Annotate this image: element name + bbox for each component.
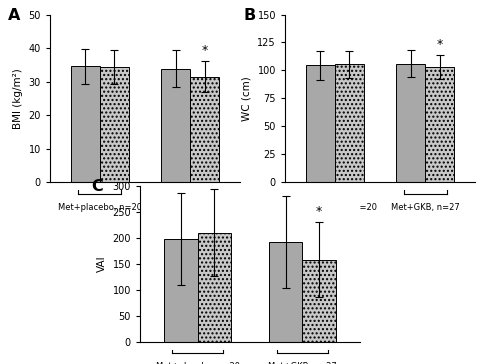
Bar (269, 242, 302, 342)
Text: Met+placebo, n=20: Met+placebo, n=20 (58, 203, 142, 212)
Text: C: C (92, 179, 104, 194)
Bar (302, 260, 336, 342)
Text: Met+GKB, n=27: Met+GKB, n=27 (391, 203, 460, 212)
Bar (164, 240, 198, 342)
Text: Met+placebo, n=20: Met+placebo, n=20 (156, 362, 240, 364)
Y-axis label: VAI: VAI (97, 256, 107, 272)
Bar (100, 67, 128, 182)
Text: B: B (243, 8, 256, 23)
Bar (162, 69, 190, 182)
Y-axis label: BMI (kg/m²): BMI (kg/m²) (13, 68, 23, 128)
Text: *: * (202, 44, 208, 57)
Y-axis label: WC (cm): WC (cm) (242, 76, 252, 120)
Bar (71, 67, 100, 182)
Text: *: * (436, 38, 443, 51)
Bar (396, 64, 425, 182)
Text: Met+GKB, n=27: Met+GKB, n=27 (156, 203, 224, 212)
Bar (198, 233, 231, 342)
Bar (425, 67, 454, 182)
Bar (306, 66, 335, 182)
Text: A: A (8, 8, 20, 23)
Text: Met+placebo, n=20: Met+placebo, n=20 (293, 203, 377, 212)
Bar (190, 76, 219, 182)
Text: *: * (316, 205, 322, 218)
Text: Met+GKB, n=27: Met+GKB, n=27 (268, 362, 337, 364)
Bar (335, 64, 364, 182)
